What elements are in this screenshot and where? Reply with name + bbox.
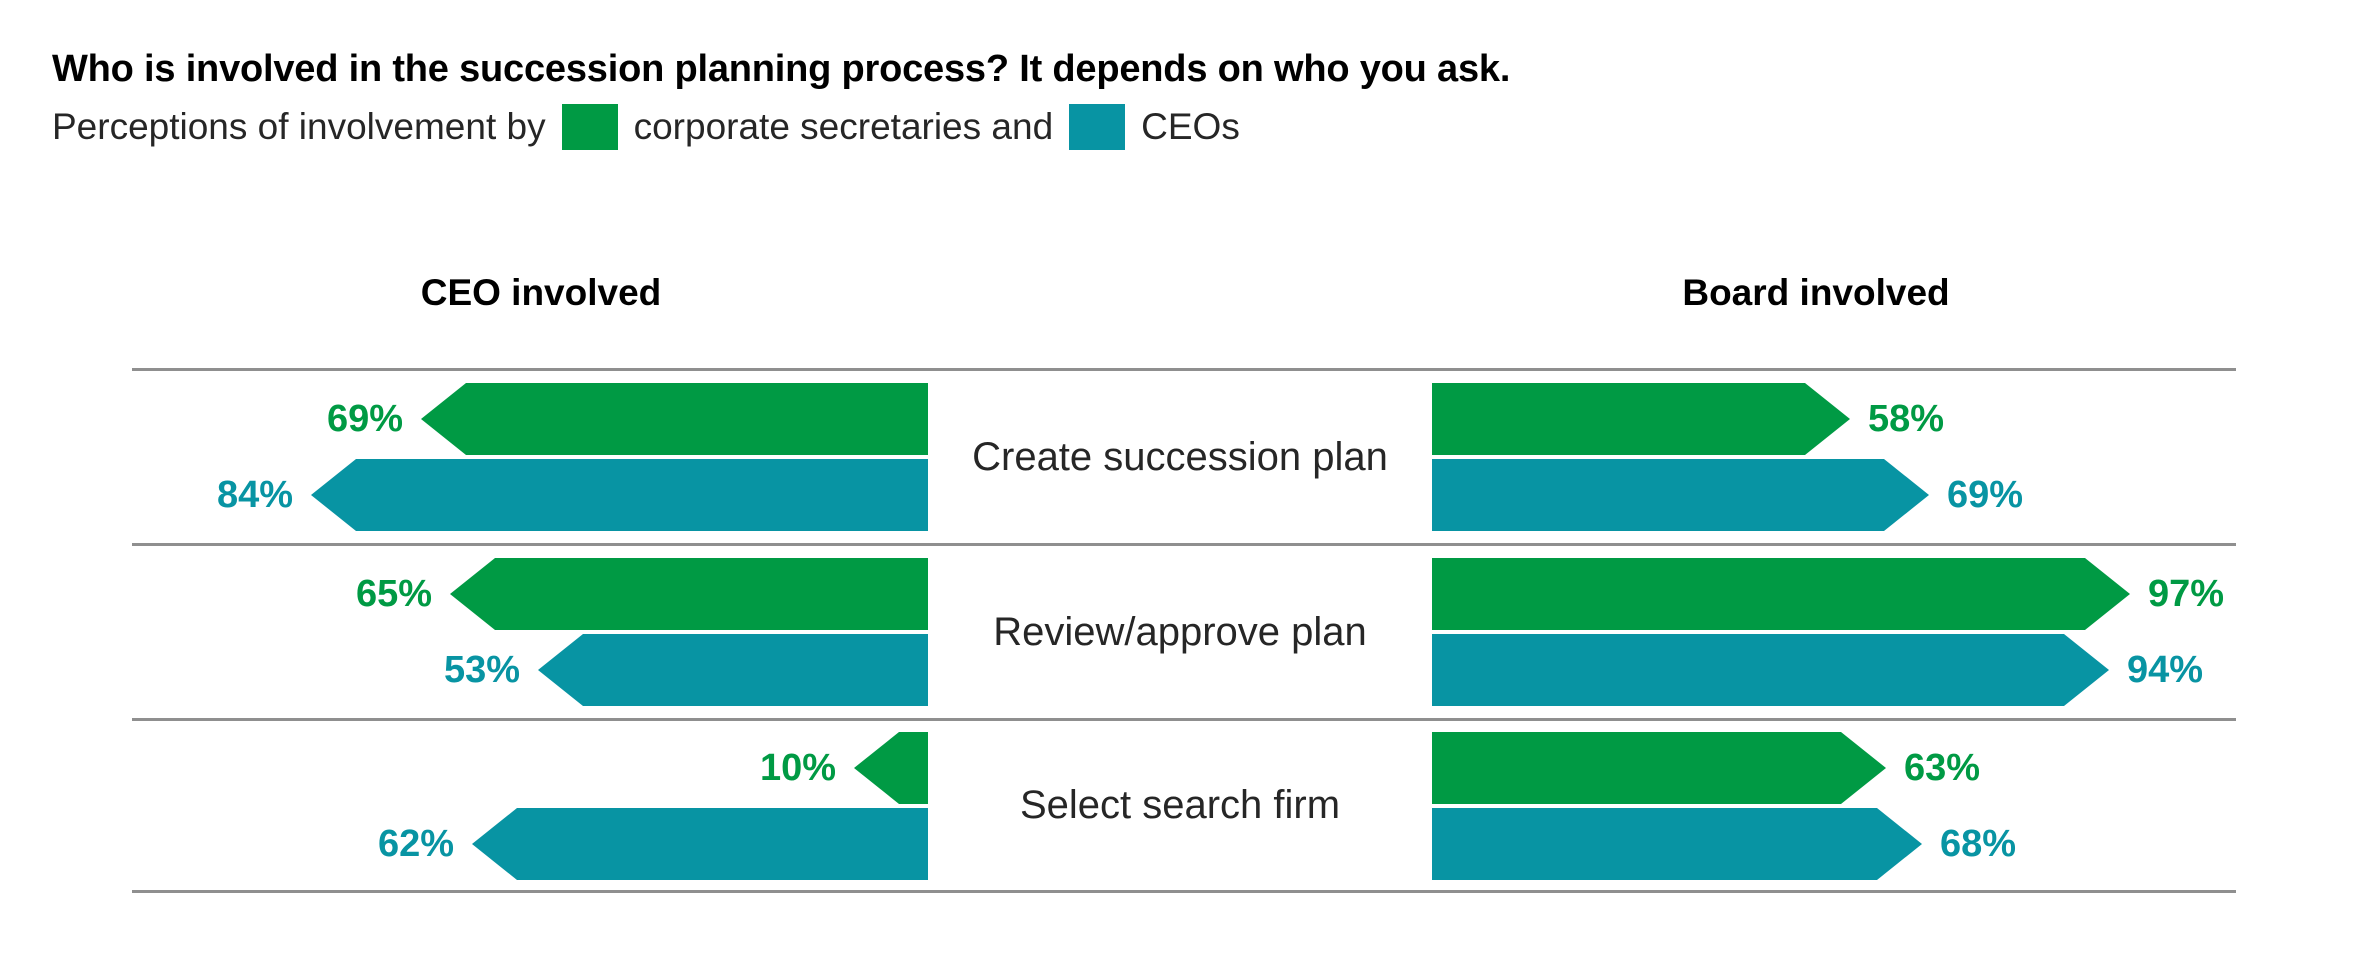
bar-value-label: 10% xyxy=(759,746,836,789)
arrow-bar-ceos xyxy=(1432,634,2109,706)
panel-header-board-involved: Board involved xyxy=(1682,272,1950,313)
arrow-bar-corporate-secretaries xyxy=(1432,558,2130,630)
chart-rows: 69% 84% Create succession plan 58% 69% 65% 53%… xyxy=(132,368,2236,893)
arrow-bar-corporate-secretaries xyxy=(421,383,928,455)
bar-value-label: 94% xyxy=(2127,649,2204,691)
panel-board-involved-bars: 63% 68% xyxy=(1432,731,2236,880)
arrow-bar-corporate-secretaries xyxy=(1432,383,1850,455)
arrow-bar-corporate-secretaries xyxy=(1432,731,1886,804)
bar-group-left-corporate-secretaries-select-search-firm: 10% xyxy=(759,731,928,804)
bar-group-right-ceos-create-succession-plan: 69% xyxy=(1432,459,2023,531)
arrow-bar-corporate-secretaries xyxy=(854,731,928,804)
bar-value-label: 63% xyxy=(1904,746,1981,789)
bar-value-label: 68% xyxy=(1940,822,2017,865)
bar-group-left-corporate-secretaries-review-approve-plan: 65% xyxy=(356,558,928,630)
bar-value-label: 65% xyxy=(355,573,432,615)
panel-header-ceo-involved: CEO involved xyxy=(420,272,662,313)
category-label: Review/approve plan xyxy=(993,609,1367,654)
bar-group-right-corporate-secretaries-select-search-firm: 63% xyxy=(1432,731,1981,804)
legend-series1-label: corporate secretaries xyxy=(633,106,982,147)
bar-value-label: 58% xyxy=(1868,398,1945,440)
chart-legend: Perceptions of involvement by corporate s… xyxy=(52,104,1240,150)
bar-group-left-corporate-secretaries-create-succession-plan: 69% xyxy=(327,383,928,455)
chart-row-select-search-firm: 10% 62% Select search firm 63% 68% xyxy=(132,718,2236,893)
arrow-bar-ceos xyxy=(472,807,928,880)
bar-value-label: 62% xyxy=(377,822,454,865)
panel-board-involved-bars: 97% 94% xyxy=(1432,558,2236,706)
bar-group-left-ceos-create-succession-plan: 84% xyxy=(217,459,928,531)
bar-value-label: 53% xyxy=(443,649,520,691)
category-label: Select search firm xyxy=(1019,783,1341,827)
legend-prefix: Perceptions of involvement by xyxy=(52,106,546,147)
chart-row-review-approve-plan: 65% 53% Review/approve plan 97% 94% xyxy=(132,543,2236,718)
panel-ceo-involved-bars: 65% 53% xyxy=(132,558,928,706)
panel-ceo-involved-bars: 69% 84% xyxy=(132,383,928,531)
arrow-bar-ceos xyxy=(538,634,928,706)
legend-series2-label: CEOs xyxy=(1141,106,1240,147)
panel-board-involved-bars: 58% 69% xyxy=(1432,383,2236,531)
bar-group-right-ceos-review-approve-plan: 94% xyxy=(1432,634,2203,706)
category-label: Create succession plan xyxy=(972,434,1388,479)
arrow-bar-corporate-secretaries xyxy=(450,558,928,630)
bar-value-label: 97% xyxy=(2148,573,2225,615)
bar-group-left-ceos-select-search-firm: 62% xyxy=(377,807,928,880)
bar-value-label: 69% xyxy=(1947,474,2024,516)
bar-value-label: 84% xyxy=(216,474,293,516)
legend-conjunction xyxy=(981,106,991,148)
chart-row-create-succession-plan: 69% 84% Create succession plan 58% 69% xyxy=(132,368,2236,543)
arrow-bar-ceos xyxy=(1432,807,1922,880)
bar-group-right-ceos-select-search-firm: 68% xyxy=(1432,807,2017,880)
panel-ceo-involved-bars: 10% 62% xyxy=(132,731,928,880)
bar-group-left-ceos-review-approve-plan: 53% xyxy=(444,634,928,706)
arrow-bar-ceos xyxy=(311,459,928,531)
legend-and: and xyxy=(991,106,1054,147)
bar-group-right-corporate-secretaries-review-approve-plan: 97% xyxy=(1432,558,2224,630)
bar-value-label: 69% xyxy=(326,398,403,440)
chart-title: Who is involved in the succession planni… xyxy=(52,48,1511,90)
arrow-bar-ceos xyxy=(1432,459,1929,531)
legend-swatch-corporate-secretaries xyxy=(561,104,618,150)
legend-swatch-ceos xyxy=(1069,104,1126,150)
bar-group-right-corporate-secretaries-create-succession-plan: 58% xyxy=(1432,383,1944,455)
